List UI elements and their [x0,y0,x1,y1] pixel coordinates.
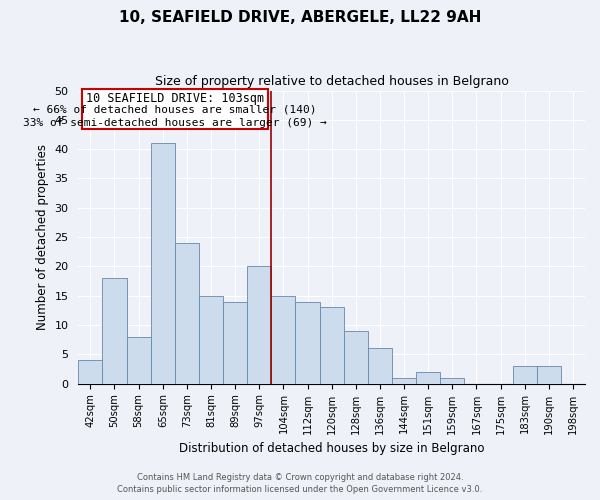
Text: 33% of semi-detached houses are larger (69) →: 33% of semi-detached houses are larger (… [23,118,326,128]
Bar [512,366,537,384]
Bar [537,366,561,384]
Bar [295,302,320,384]
Bar [79,360,103,384]
Bar [271,296,295,384]
Text: 10, SEAFIELD DRIVE, ABERGELE, LL22 9AH: 10, SEAFIELD DRIVE, ABERGELE, LL22 9AH [119,10,481,25]
Bar [151,144,175,384]
Bar [392,378,416,384]
Bar [320,308,344,384]
Bar [223,302,247,384]
Bar [344,331,368,384]
Text: ← 66% of detached houses are smaller (140): ← 66% of detached houses are smaller (14… [33,104,317,115]
Bar [368,348,392,384]
Bar [103,278,127,384]
Bar [247,266,271,384]
Y-axis label: Number of detached properties: Number of detached properties [36,144,49,330]
Bar [440,378,464,384]
Text: Contains HM Land Registry data © Crown copyright and database right 2024.
Contai: Contains HM Land Registry data © Crown c… [118,473,482,494]
Title: Size of property relative to detached houses in Belgrano: Size of property relative to detached ho… [155,75,509,88]
Bar [175,243,199,384]
FancyBboxPatch shape [82,90,268,128]
Text: 10 SEAFIELD DRIVE: 103sqm: 10 SEAFIELD DRIVE: 103sqm [86,92,264,106]
Bar [127,336,151,384]
Bar [416,372,440,384]
Bar [199,296,223,384]
X-axis label: Distribution of detached houses by size in Belgrano: Distribution of detached houses by size … [179,442,484,455]
